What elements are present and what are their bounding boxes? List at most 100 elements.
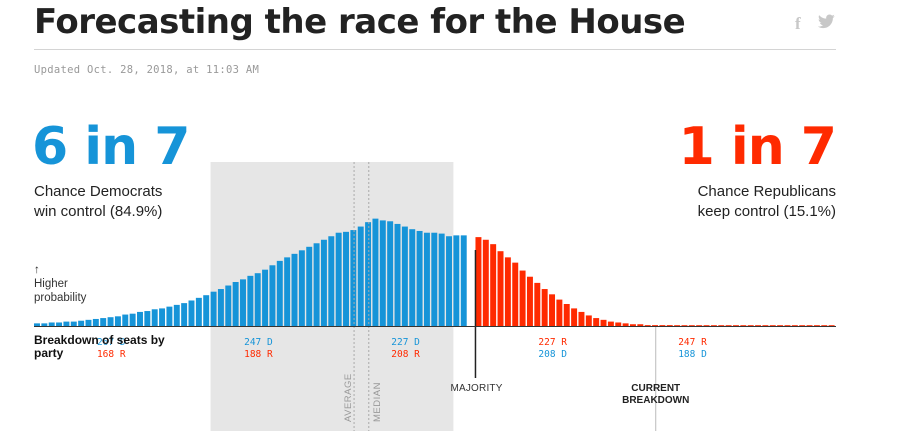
bar-212-dem-seats[interactable] bbox=[512, 262, 519, 326]
bar-211-dem-seats[interactable] bbox=[519, 270, 526, 326]
bar-266-dem-seats[interactable] bbox=[114, 316, 121, 326]
bar-177-dem-seats[interactable] bbox=[769, 325, 776, 326]
bar-217-dem-seats[interactable] bbox=[475, 237, 482, 326]
bar-257-dem-seats[interactable] bbox=[181, 303, 188, 326]
bar-264-dem-seats[interactable] bbox=[129, 313, 136, 326]
bar-181-dem-seats[interactable] bbox=[740, 325, 747, 326]
bar-238-dem-seats[interactable] bbox=[320, 239, 327, 326]
bar-224-dem-seats[interactable] bbox=[423, 232, 430, 326]
facebook-share-icon[interactable]: f bbox=[795, 14, 801, 33]
bar-272-dem-seats[interactable] bbox=[70, 321, 77, 326]
bar-188-dem-seats[interactable] bbox=[688, 325, 695, 326]
bar-209-dem-seats[interactable] bbox=[534, 282, 541, 326]
bar-243-dem-seats[interactable] bbox=[284, 257, 291, 326]
bar-183-dem-seats[interactable] bbox=[725, 325, 732, 326]
bar-232-dem-seats[interactable] bbox=[365, 222, 372, 326]
bar-259-dem-seats[interactable] bbox=[166, 306, 173, 326]
bar-231-dem-seats[interactable] bbox=[372, 218, 379, 326]
bar-256-dem-seats[interactable] bbox=[188, 300, 195, 326]
bar-265-dem-seats[interactable] bbox=[122, 314, 129, 326]
bar-233-dem-seats[interactable] bbox=[357, 226, 364, 326]
bar-182-dem-seats[interactable] bbox=[732, 325, 739, 326]
bar-172-dem-seats[interactable] bbox=[806, 325, 813, 326]
bar-241-dem-seats[interactable] bbox=[298, 250, 305, 326]
bar-213-dem-seats[interactable] bbox=[504, 257, 511, 326]
bar-207-dem-seats[interactable] bbox=[549, 294, 556, 326]
bar-219-dem-seats[interactable] bbox=[460, 235, 467, 326]
bar-226-dem-seats[interactable] bbox=[409, 229, 416, 326]
bar-199-dem-seats[interactable] bbox=[607, 321, 614, 326]
bar-196-dem-seats[interactable] bbox=[629, 324, 636, 326]
bar-274-dem-seats[interactable] bbox=[56, 322, 63, 326]
bar-215-dem-seats[interactable] bbox=[490, 244, 497, 326]
bar-170-dem-seats[interactable] bbox=[821, 325, 828, 326]
bar-228-dem-seats[interactable] bbox=[394, 223, 401, 326]
bar-185-dem-seats[interactable] bbox=[710, 325, 717, 326]
bar-251-dem-seats[interactable] bbox=[225, 285, 232, 326]
bar-271-dem-seats[interactable] bbox=[78, 320, 85, 326]
bar-208-dem-seats[interactable] bbox=[541, 289, 548, 326]
bar-239-dem-seats[interactable] bbox=[313, 243, 320, 326]
twitter-share-icon[interactable] bbox=[817, 14, 835, 34]
bar-190-dem-seats[interactable] bbox=[674, 325, 681, 326]
bar-202-dem-seats[interactable] bbox=[585, 315, 592, 326]
bar-201-dem-seats[interactable] bbox=[593, 318, 600, 326]
bar-260-dem-seats[interactable] bbox=[159, 308, 166, 326]
bar-246-dem-seats[interactable] bbox=[262, 269, 269, 326]
bar-194-dem-seats[interactable] bbox=[644, 325, 651, 326]
bar-206-dem-seats[interactable] bbox=[556, 299, 563, 326]
bar-254-dem-seats[interactable] bbox=[203, 295, 210, 326]
bar-174-dem-seats[interactable] bbox=[791, 325, 798, 326]
bar-171-dem-seats[interactable] bbox=[813, 325, 820, 326]
bar-220-dem-seats[interactable] bbox=[453, 235, 460, 326]
bar-273-dem-seats[interactable] bbox=[63, 321, 70, 326]
bar-216-dem-seats[interactable] bbox=[482, 239, 489, 326]
bar-223-dem-seats[interactable] bbox=[431, 232, 438, 326]
bar-240-dem-seats[interactable] bbox=[306, 246, 313, 326]
bar-195-dem-seats[interactable] bbox=[637, 324, 644, 326]
bar-193-dem-seats[interactable] bbox=[652, 325, 659, 326]
bar-205-dem-seats[interactable] bbox=[563, 304, 570, 326]
bar-180-dem-seats[interactable] bbox=[747, 325, 754, 326]
bar-244-dem-seats[interactable] bbox=[276, 260, 283, 326]
bar-230-dem-seats[interactable] bbox=[379, 220, 386, 326]
bar-173-dem-seats[interactable] bbox=[799, 325, 806, 326]
bar-187-dem-seats[interactable] bbox=[696, 325, 703, 326]
bar-247-dem-seats[interactable] bbox=[254, 273, 261, 326]
bar-191-dem-seats[interactable] bbox=[666, 325, 673, 326]
bar-268-dem-seats[interactable] bbox=[100, 318, 107, 326]
bar-234-dem-seats[interactable] bbox=[350, 230, 357, 326]
bar-248-dem-seats[interactable] bbox=[247, 275, 254, 326]
bar-235-dem-seats[interactable] bbox=[343, 231, 349, 326]
bar-276-dem-seats[interactable] bbox=[41, 323, 48, 326]
bar-263-dem-seats[interactable] bbox=[137, 311, 143, 326]
bar-175-dem-seats[interactable] bbox=[784, 325, 791, 326]
bar-261-dem-seats[interactable] bbox=[151, 309, 158, 326]
bar-250-dem-seats[interactable] bbox=[232, 282, 239, 326]
bar-197-dem-seats[interactable] bbox=[622, 323, 629, 326]
bar-186-dem-seats[interactable] bbox=[703, 325, 710, 326]
bar-204-dem-seats[interactable] bbox=[571, 308, 578, 326]
bar-269-dem-seats[interactable] bbox=[92, 318, 99, 326]
bar-262-dem-seats[interactable] bbox=[144, 311, 151, 326]
bar-267-dem-seats[interactable] bbox=[107, 317, 114, 326]
bar-203-dem-seats[interactable] bbox=[578, 311, 585, 326]
bar-277-dem-seats[interactable] bbox=[34, 323, 40, 326]
bar-184-dem-seats[interactable] bbox=[718, 325, 725, 326]
bar-210-dem-seats[interactable] bbox=[526, 276, 533, 326]
bar-192-dem-seats[interactable] bbox=[659, 325, 666, 326]
bar-229-dem-seats[interactable] bbox=[387, 221, 394, 326]
bar-236-dem-seats[interactable] bbox=[335, 232, 342, 326]
bar-237-dem-seats[interactable] bbox=[328, 236, 335, 326]
bar-189-dem-seats[interactable] bbox=[681, 325, 688, 326]
bar-242-dem-seats[interactable] bbox=[291, 253, 298, 326]
bar-249-dem-seats[interactable] bbox=[240, 279, 246, 326]
bar-270-dem-seats[interactable] bbox=[85, 319, 92, 326]
bar-179-dem-seats[interactable] bbox=[755, 325, 762, 326]
bar-255-dem-seats[interactable] bbox=[195, 297, 202, 326]
bar-245-dem-seats[interactable] bbox=[269, 265, 276, 326]
bar-176-dem-seats[interactable] bbox=[777, 325, 784, 326]
bar-225-dem-seats[interactable] bbox=[416, 230, 423, 326]
bar-253-dem-seats[interactable] bbox=[210, 291, 217, 326]
